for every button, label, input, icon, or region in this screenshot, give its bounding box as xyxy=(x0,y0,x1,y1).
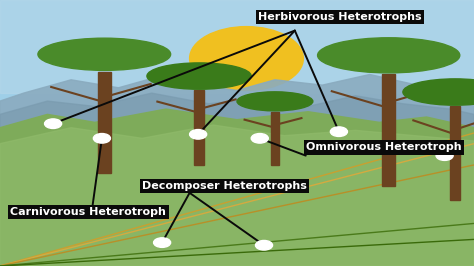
Circle shape xyxy=(154,238,171,247)
Text: Decomposer Heterotrophs: Decomposer Heterotrophs xyxy=(142,181,307,191)
Polygon shape xyxy=(450,106,460,200)
Polygon shape xyxy=(194,90,204,165)
Ellipse shape xyxy=(58,39,151,60)
Ellipse shape xyxy=(403,79,474,105)
Polygon shape xyxy=(271,112,279,165)
Circle shape xyxy=(251,134,268,143)
Polygon shape xyxy=(0,133,474,266)
Ellipse shape xyxy=(147,63,251,89)
Ellipse shape xyxy=(339,39,438,61)
Ellipse shape xyxy=(38,38,171,70)
Polygon shape xyxy=(0,109,474,266)
Text: Carnivorous Heterotroph: Carnivorous Heterotroph xyxy=(10,207,166,217)
Polygon shape xyxy=(0,74,474,266)
Polygon shape xyxy=(0,165,474,266)
Polygon shape xyxy=(0,223,474,266)
Circle shape xyxy=(190,27,303,90)
Polygon shape xyxy=(0,144,474,266)
Polygon shape xyxy=(0,239,474,266)
Polygon shape xyxy=(382,74,395,186)
Circle shape xyxy=(330,127,347,136)
Ellipse shape xyxy=(318,38,460,73)
Circle shape xyxy=(45,119,62,128)
Circle shape xyxy=(255,240,273,250)
Text: Herbivorous Heterotrophs: Herbivorous Heterotrophs xyxy=(258,12,422,22)
Circle shape xyxy=(93,134,110,143)
Ellipse shape xyxy=(237,92,313,111)
Circle shape xyxy=(436,151,453,160)
Polygon shape xyxy=(0,0,474,93)
Circle shape xyxy=(190,130,207,139)
Polygon shape xyxy=(0,93,474,266)
Polygon shape xyxy=(0,125,474,266)
Ellipse shape xyxy=(419,80,474,97)
Ellipse shape xyxy=(248,93,301,105)
Text: Omnivorous Heterotroph: Omnivorous Heterotroph xyxy=(306,142,461,152)
Ellipse shape xyxy=(163,64,236,81)
Polygon shape xyxy=(98,72,111,173)
